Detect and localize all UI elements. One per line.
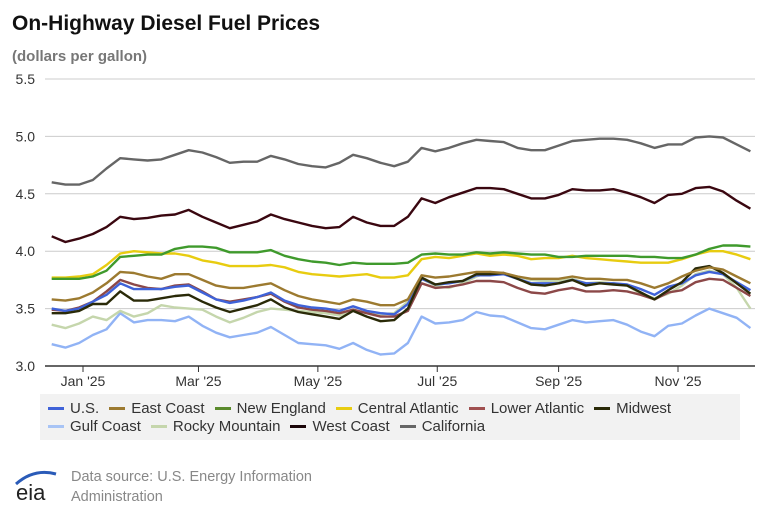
series-line-u-s [51,270,752,316]
y-tick-label: 3.5 [16,301,36,317]
legend-label: California [421,418,486,435]
series-line-gulf-coast [51,307,752,356]
x-tick-label: Sep '25 [535,373,582,389]
legend-label: East Coast [131,400,205,417]
eia-logo: eia [15,470,57,502]
chart-title: On-Highway Diesel Fuel Prices [12,12,321,35]
legend-swatch [48,407,64,410]
legend-swatch [594,407,611,410]
legend-label: Lower Atlantic [490,400,585,417]
legend-label: West Coast [312,418,390,435]
series-line-midwest [51,264,752,323]
legend-item-new-england[interactable]: New England [214,400,326,417]
legend-swatch [290,425,307,428]
x-tick-label: Jul '25 [417,373,457,389]
legend-swatch [48,425,64,428]
x-tick-label: Mar '25 [175,373,221,389]
svg-text:eia: eia [16,480,46,502]
y-tick-label: 4.0 [16,243,36,259]
series-line-west-coast [51,185,752,244]
y-tick-label: 3.0 [16,358,36,374]
legend-label: Rocky Mountain [172,418,281,435]
legend-swatch [150,425,167,428]
legend-item-east-coast[interactable]: East Coast [109,400,205,417]
legend-item-midwest[interactable]: Midwest [594,400,671,417]
y-tick-label: 5.0 [16,128,36,144]
legend-item-gulf-coast[interactable]: Gulf Coast [48,418,141,435]
legend-item-u-s[interactable]: U.S. [48,400,99,417]
series-line-new-england [51,244,751,280]
legend-swatch [109,407,126,410]
legend-item-rocky-mountain[interactable]: Rocky Mountain [150,418,281,435]
legend-label: Midwest [616,400,672,417]
legend-label: Gulf Coast [70,418,141,435]
legend-item-central-atlantic[interactable]: Central Atlantic [335,400,459,417]
legend-label: New England [236,400,326,417]
y-tick-label: 5.5 [16,71,36,87]
legend-label: U.S. [70,400,100,417]
legend-swatch [399,425,416,428]
data-source-note: Data source: U.S. Energy Information Adm… [71,469,312,505]
x-tick-label: Jan '25 [61,373,106,389]
chart-legend: U.S. East Coast New England Central Atlanti… [40,394,740,440]
line-chart: 3.0 3.5 4.0 4.5 5.0 5.5 Jan '25 Mar '25 May '25 J… [16,71,755,389]
chart-subtitle: (dollars per gallon) [12,48,148,65]
series-line-california [51,135,751,186]
legend-swatch [335,407,352,410]
legend-swatch [214,407,231,410]
legend-item-california[interactable]: California [399,418,486,435]
series-line-central-atlantic [51,249,751,279]
x-tick-label: May '25 [294,373,343,389]
legend-label: Central Atlantic [357,400,459,417]
legend-item-lower-atlantic[interactable]: Lower Atlantic [468,400,585,417]
y-tick-label: 4.5 [16,186,36,202]
x-tick-label: Nov '25 [654,373,701,389]
legend-item-west-coast[interactable]: West Coast [290,418,390,435]
legend-swatch [468,407,485,410]
series-line-east-coast [51,266,751,307]
